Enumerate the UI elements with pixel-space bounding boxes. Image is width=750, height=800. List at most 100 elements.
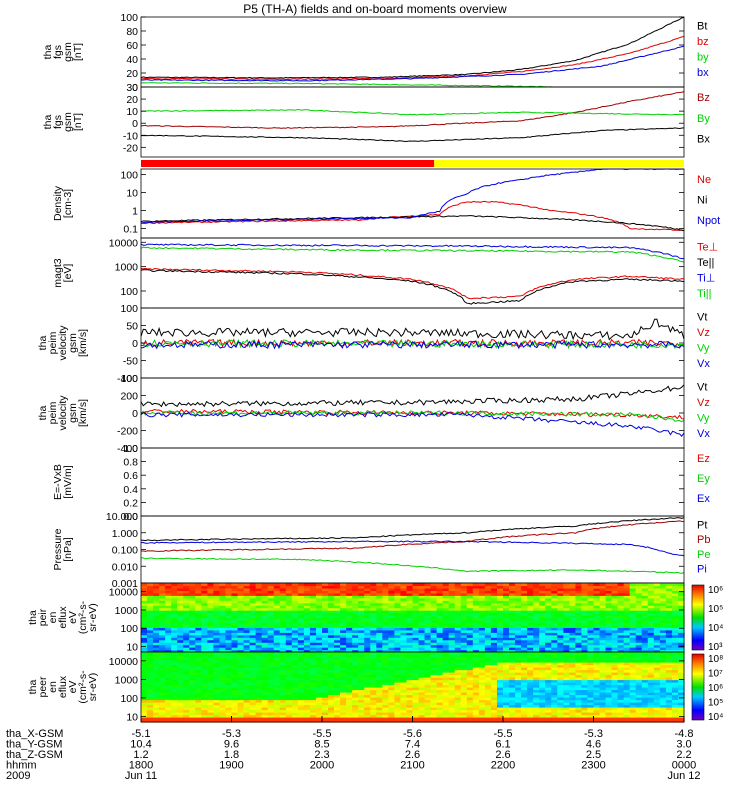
spectrogram-cell — [490, 714, 498, 718]
spectrogram-cell — [291, 687, 299, 691]
spectrogram-cell — [388, 679, 395, 683]
spectrogram-cell — [593, 619, 601, 624]
spectrogram-cell — [328, 662, 335, 666]
spectrogram-cell — [195, 669, 202, 673]
spectrogram-cell — [189, 677, 196, 681]
spectrogram-cell — [430, 712, 438, 716]
spectrogram-cell — [575, 707, 583, 711]
spectrogram-cell — [418, 585, 426, 589]
spectrogram-cell — [147, 600, 154, 604]
spectrogram-cell — [177, 672, 184, 676]
spectrogram-cell — [255, 647, 263, 651]
spectrogram-cell — [521, 612, 528, 616]
spectrogram-cell — [352, 585, 359, 589]
spectrogram-cell — [418, 659, 426, 663]
spectrogram-cell — [285, 709, 293, 713]
spectrogram-cell — [315, 617, 323, 621]
spectrogram-cell — [569, 647, 576, 651]
spectrogram-cell — [557, 707, 564, 711]
spectrogram-cell — [509, 600, 516, 604]
spectrogram-cell — [285, 679, 293, 683]
spectrogram-cell — [243, 617, 251, 621]
spectrogram-cell — [201, 712, 208, 716]
spectrogram-cell — [346, 712, 353, 716]
spectrogram-cell — [279, 642, 287, 646]
spectrogram-cell — [605, 672, 613, 676]
spectrogram-cell — [364, 702, 371, 706]
spectrogram-cell — [653, 605, 661, 609]
spectrogram-cell — [611, 704, 619, 708]
spectrogram-cell — [442, 704, 450, 708]
spectrogram-cell — [569, 712, 576, 716]
spectrogram-cell — [563, 634, 570, 638]
spectrogram-cell — [255, 587, 263, 591]
spectrogram-cell — [671, 642, 679, 646]
spectrogram-cell — [315, 619, 323, 624]
spectrogram-cell — [213, 629, 221, 633]
spectrogram-cell — [159, 600, 166, 604]
spectrogram-cell — [201, 702, 208, 706]
spectrogram-cell — [496, 595, 504, 599]
spectrogram-cell — [617, 692, 625, 696]
spectrogram-cell — [611, 672, 619, 676]
spectrogram-cell — [279, 719, 287, 723]
spectrogram-cell — [400, 662, 408, 666]
spectrogram-cell — [177, 669, 184, 673]
spectrogram-cell — [611, 627, 619, 631]
series-Npot — [140, 168, 685, 224]
y-axis-label: tha — [27, 610, 39, 625]
spectrogram-cell — [165, 637, 172, 641]
spectrogram-cell — [478, 684, 486, 688]
spectrogram-cell — [400, 649, 408, 653]
spectrogram-cell — [340, 652, 347, 656]
spectrogram-cell — [406, 712, 414, 716]
spectrogram-cell — [503, 629, 510, 633]
spectrogram-cell — [147, 652, 154, 656]
spectrogram-cell — [569, 632, 576, 636]
spectrogram-cell — [261, 632, 269, 636]
spectrogram-cell — [315, 662, 323, 666]
spectrogram-cell — [207, 652, 214, 656]
spectrogram-cell — [623, 642, 631, 646]
spectrogram-cell — [448, 585, 456, 589]
spectrogram-cell — [436, 583, 444, 587]
spectrogram-cell — [352, 694, 359, 698]
spectrogram-cell — [303, 585, 311, 589]
spectrogram-cell — [460, 607, 468, 611]
spectrogram-cell — [641, 615, 649, 619]
spectrogram-cell — [575, 639, 583, 643]
spectrogram-cell — [255, 649, 263, 653]
spectrogram-cell — [599, 694, 607, 698]
spectrogram-cell — [563, 602, 570, 606]
spectrogram-cell — [587, 610, 595, 614]
spectrogram-cell — [171, 717, 178, 721]
y-tick-label: 400 — [120, 373, 138, 385]
spectrogram-cell — [195, 583, 202, 587]
spectrogram-cell — [382, 704, 389, 708]
spectrogram-cell — [261, 597, 269, 601]
spectrogram-cell — [303, 597, 311, 601]
spectrogram-cell — [593, 702, 601, 706]
spectrogram-cell — [424, 639, 432, 643]
spectrogram-cell — [273, 615, 281, 619]
spectrogram-cell — [382, 610, 389, 614]
spectrogram-cell — [575, 652, 583, 656]
spectrogram-cell — [533, 607, 540, 611]
spectrogram-cell — [309, 622, 317, 626]
spectrogram-cell — [370, 712, 377, 716]
spectrogram-cell — [285, 617, 293, 621]
spectrogram-cell — [593, 654, 601, 658]
spectrogram-cell — [551, 644, 558, 648]
spectrogram-cell — [376, 699, 383, 703]
spectrogram-cell — [303, 662, 311, 666]
spectrogram-cell — [177, 692, 184, 696]
spectrogram-cell — [346, 634, 353, 638]
spectrogram-cell — [635, 587, 643, 591]
spectrogram-cell — [412, 689, 420, 693]
spectrogram-cell — [219, 629, 227, 633]
spectrogram-cell — [509, 610, 516, 614]
spectrogram-cell — [382, 699, 389, 703]
spectrogram-cell — [533, 682, 540, 686]
spectrogram-cell — [533, 602, 540, 606]
spectrogram-cell — [177, 607, 184, 611]
